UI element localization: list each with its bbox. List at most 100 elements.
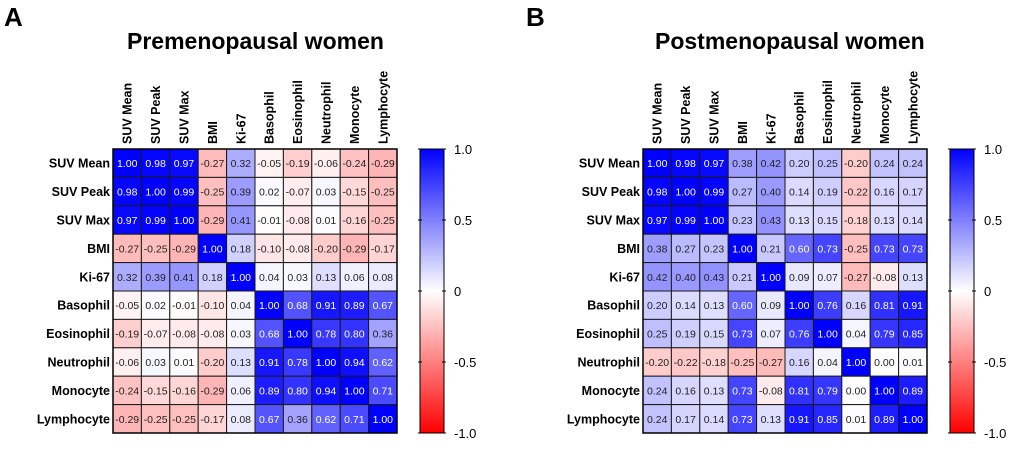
- cell-value-label: -0.15: [144, 385, 168, 397]
- colorbar-tick-label: -1.0: [984, 426, 1006, 441]
- cell-value-label: 0.13: [789, 215, 810, 227]
- cell-value-label: 0.97: [174, 158, 195, 170]
- row-label: Eosinophil: [576, 327, 640, 341]
- heatmap-cell: [869, 205, 900, 235]
- heatmap-cell: [140, 375, 171, 406]
- row-label: SUV Mean: [49, 157, 110, 171]
- heatmap-cell: [812, 205, 843, 235]
- heatmap-cell: [812, 290, 843, 320]
- cell-value-label: -0.22: [674, 357, 698, 369]
- heatmap-border: [112, 148, 398, 434]
- heatmap-cell: [226, 205, 256, 235]
- column-label: BMI: [736, 121, 750, 144]
- cell-value-label: -0.25: [371, 187, 395, 199]
- cell-value-label: 0.60: [789, 243, 810, 255]
- cell-value-label: 0.13: [704, 300, 725, 312]
- heatmap-cell: [311, 404, 341, 434]
- cell-value-label: -0.20: [844, 158, 868, 170]
- heatmap-cell: [282, 375, 313, 406]
- cell-value-label: 0.98: [675, 158, 696, 170]
- column-label: SUV Mean: [121, 83, 135, 144]
- heatmap-cell: [869, 318, 900, 349]
- heatmap-cell: [699, 176, 729, 207]
- heatmap-cell: [339, 375, 370, 406]
- cell-value-label: 0.36: [373, 329, 394, 341]
- heatmap-cell: [112, 205, 142, 235]
- heatmap-cell: [869, 176, 900, 207]
- cell-value-label: 0.97: [647, 215, 668, 227]
- cell-value-label: 0.14: [675, 300, 696, 312]
- cell-value-label: 0.01: [846, 414, 867, 426]
- heatmap-cell: [699, 262, 729, 292]
- cell-value-label: 0.23: [732, 215, 753, 227]
- colorbar: [419, 148, 445, 434]
- cell-value-label: 1.00: [373, 414, 394, 426]
- cell-value-label: 1.00: [174, 215, 195, 227]
- cell-value-label: 0.21: [732, 272, 753, 284]
- column-label: SUV Mean: [651, 83, 665, 144]
- cell-value-label: 0.38: [647, 243, 668, 255]
- heatmap-cell: [140, 290, 171, 320]
- heatmap-cell: [670, 176, 701, 207]
- cell-value-label: 0.09: [761, 300, 782, 312]
- cell-value-label: 0.23: [704, 243, 725, 255]
- cell-value-label: 0.15: [817, 215, 838, 227]
- cell-value-label: -0.08: [200, 329, 224, 341]
- cell-value-label: -0.07: [144, 329, 168, 341]
- cell-value-label: 0.03: [145, 357, 166, 369]
- row-label: SUV Peak: [582, 185, 640, 199]
- heatmap-cell: [841, 318, 871, 349]
- cell-value-label: 0.02: [259, 187, 280, 199]
- cell-value-label: 1.00: [704, 215, 725, 227]
- cell-value-label: 0.62: [316, 414, 337, 426]
- cell-value-label: 0.01: [174, 357, 195, 369]
- heatmap-cell: [699, 205, 729, 235]
- row-label: SUV Mean: [579, 157, 640, 171]
- cell-value-label: -0.25: [144, 243, 168, 255]
- cell-value-label: 0.25: [817, 158, 838, 170]
- cell-value-label: -0.29: [172, 243, 196, 255]
- heatmap-cell: [368, 233, 398, 264]
- cell-value-label: -0.24: [342, 158, 366, 170]
- heatmap-cell: [670, 290, 701, 320]
- heatmap-cell: [254, 318, 284, 349]
- cell-value-label: 0.85: [903, 329, 924, 341]
- cell-value-label: 1.00: [874, 385, 895, 397]
- cell-value-label: 0.04: [817, 357, 838, 369]
- heatmap-cell: [169, 290, 199, 320]
- panel-a-title: Premenopausal women: [127, 28, 384, 54]
- cell-value-label: -0.01: [257, 215, 281, 227]
- colorbar-tick-label: 0.5: [454, 213, 472, 228]
- cell-value-label: 0.97: [117, 215, 138, 227]
- heatmap-cell: [756, 233, 786, 264]
- cell-value-label: 0.42: [647, 272, 668, 284]
- cell-value-label: 0.24: [647, 414, 668, 426]
- cell-value-label: 0.41: [231, 215, 252, 227]
- cell-value-label: 1.00: [202, 243, 223, 255]
- cell-value-label: -0.06: [115, 357, 139, 369]
- cell-value-label: 0.81: [789, 385, 810, 397]
- cell-value-label: 0.03: [287, 272, 308, 284]
- row-label: Lymphocyte: [37, 412, 110, 426]
- heatmap-cell: [784, 176, 814, 207]
- cell-value-label: 0.40: [761, 187, 782, 199]
- colorbar-tick-label: 1.0: [984, 142, 1002, 157]
- cell-value-label: 0.15: [704, 329, 725, 341]
- cell-value-label: -0.20: [314, 243, 338, 255]
- heatmap-cell: [699, 404, 729, 434]
- cell-value-label: 0.13: [761, 414, 782, 426]
- heatmap-cell: [197, 262, 228, 292]
- cell-value-label: 0.14: [903, 215, 924, 227]
- cell-value-label: 0.91: [259, 357, 280, 369]
- row-label: SUV Max: [587, 214, 641, 228]
- cell-value-label: 0.01: [316, 215, 337, 227]
- heatmap-cell: [699, 318, 729, 349]
- cell-value-label: -0.17: [371, 243, 395, 255]
- heatmap-cell: [784, 205, 814, 235]
- heatmap-cell: [226, 318, 256, 349]
- heatmap-cell: [197, 347, 228, 377]
- cell-value-label: 0.43: [704, 272, 725, 284]
- heatmap-cell: [784, 262, 814, 292]
- heatmap-cell: [898, 375, 928, 406]
